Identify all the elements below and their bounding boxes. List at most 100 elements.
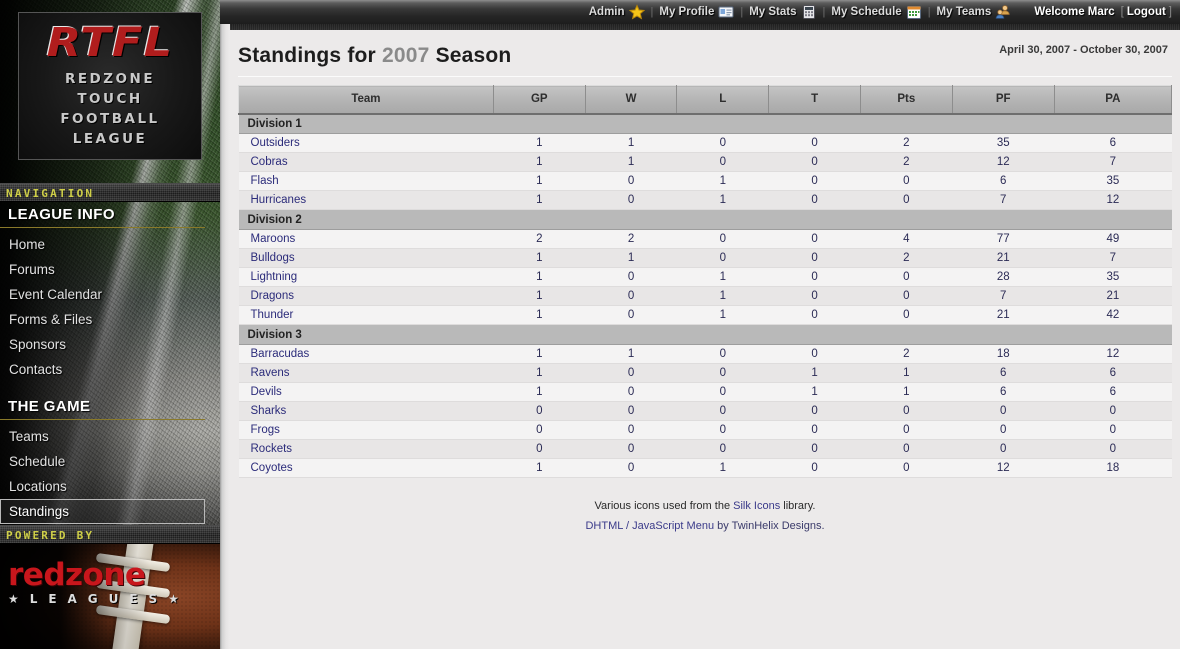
column-header-pts[interactable]: Pts — [859, 85, 953, 115]
team-link[interactable]: Outsiders — [250, 137, 300, 149]
column-header-pa[interactable]: PA — [1053, 85, 1173, 115]
topbar-item-admin[interactable]: Admin — [584, 4, 650, 20]
team-name-cell: Dragons — [238, 286, 494, 306]
team-link[interactable]: Bulldogs — [250, 252, 295, 264]
stat-cell-pa: 49 — [1054, 229, 1172, 249]
stat-cell-gp: 1 — [493, 286, 586, 306]
stat-cell-l: 0 — [676, 420, 769, 440]
topbar-item-my-profile[interactable]: My Profile — [654, 4, 739, 20]
team-link[interactable]: Barracudas — [250, 348, 310, 360]
team-link[interactable]: Dragons — [250, 290, 294, 302]
stat-cell-l: 1 — [676, 286, 769, 306]
team-link[interactable]: Rockets — [250, 443, 293, 455]
team-name-cell: Flash — [238, 171, 494, 191]
sidebar-item-contacts[interactable]: Contacts — [9, 362, 63, 377]
league-logo[interactable]: RTFL REDZONE TOUCH FOOTBALL LEAGUE — [18, 12, 202, 160]
stat-cell-pf: 0 — [952, 439, 1055, 459]
topbar-item-my-schedule[interactable]: My Schedule — [826, 4, 926, 20]
stat-cell-w: 0 — [585, 286, 677, 306]
twinhelix-menu-link[interactable]: DHTML / JavaScript Menu — [585, 520, 715, 532]
stat-cell-pts: 2 — [860, 248, 953, 268]
team-link[interactable]: Sharks — [250, 405, 287, 417]
table-row: Outsiders 1 1 0 0 2 35 6 — [238, 133, 1172, 153]
team-link[interactable]: Cobras — [250, 156, 288, 168]
table-row: Barracudas 1 1 0 0 2 18 12 — [238, 344, 1172, 364]
sidebar: RTFL REDZONE TOUCH FOOTBALL LEAGUE NAVIG… — [0, 0, 220, 649]
column-header-pf[interactable]: PF — [951, 85, 1055, 115]
sidebar-item-standings[interactable]: Standings — [0, 499, 205, 524]
team-name-cell: Coyotes — [238, 458, 494, 478]
welcome-message: Welcome Marc — [1034, 6, 1115, 18]
team-link[interactable]: Hurricanes — [250, 194, 307, 206]
nav-group-title-the-game: THE GAME — [0, 396, 205, 420]
season-date-range: April 30, 2007 - October 30, 2007 — [999, 44, 1168, 56]
stat-cell-w: 1 — [585, 133, 677, 153]
stat-cell-gp: 1 — [493, 363, 586, 383]
team-name-cell: Cobras — [238, 152, 494, 172]
team-link[interactable]: Thunder — [250, 309, 294, 321]
column-header-l[interactable]: L — [676, 85, 770, 115]
powered-by-block[interactable]: redzone ★ L E A G U E S ★ — [0, 544, 220, 649]
stat-cell-pa: 0 — [1054, 401, 1172, 421]
division-name: Division 1 — [238, 113, 1172, 134]
stat-cell-gp: 1 — [493, 171, 586, 191]
topbar-texture-strip — [230, 24, 1180, 30]
column-header-w[interactable]: W — [584, 85, 678, 115]
logo-wordmark: REDZONE TOUCH FOOTBALL LEAGUE — [19, 69, 201, 149]
top-navigation-bar: Admin | My Profile | — [220, 0, 1180, 24]
sidebar-item-forums[interactable]: Forums — [9, 262, 55, 277]
stat-cell-pa: 0 — [1054, 439, 1172, 459]
stat-cell-t: 0 — [768, 344, 861, 364]
table-row: Hurricanes 1 0 1 0 0 7 12 — [238, 190, 1172, 210]
column-header-gp[interactable]: GP — [492, 85, 586, 115]
stat-cell-t: 0 — [768, 439, 861, 459]
topbar-my-stats-label: My Stats — [749, 6, 797, 18]
stat-cell-t: 0 — [768, 458, 861, 478]
stat-cell-pa: 42 — [1054, 305, 1172, 325]
stat-cell-pa: 21 — [1054, 286, 1172, 306]
topbar-item-my-teams[interactable]: My Teams — [932, 4, 1017, 20]
stat-cell-l: 0 — [676, 152, 769, 172]
stat-cell-pts: 0 — [860, 190, 953, 210]
team-link[interactable]: Coyotes — [250, 462, 293, 474]
stat-cell-pa: 12 — [1054, 344, 1172, 364]
team-name-cell: Rockets — [238, 439, 494, 459]
stat-cell-l: 0 — [676, 363, 769, 383]
team-link[interactable]: Ravens — [250, 367, 290, 379]
column-header-t[interactable]: T — [768, 85, 861, 115]
team-name-cell: Outsiders — [238, 133, 494, 153]
stat-cell-pa: 7 — [1054, 152, 1172, 172]
column-header-team[interactable]: Team — [238, 85, 494, 115]
stat-cell-pa: 6 — [1054, 363, 1172, 383]
stat-cell-t: 0 — [768, 401, 861, 421]
sidebar-item-locations[interactable]: Locations — [9, 479, 67, 494]
logout-button[interactable]: Logout — [1126, 6, 1166, 18]
stat-cell-pf: 12 — [952, 458, 1055, 478]
team-link[interactable]: Flash — [250, 175, 279, 187]
page-title: Standings for 2007 Season — [238, 40, 511, 68]
main-content: Standings for 2007 Season April 30, 2007… — [230, 30, 1180, 649]
sidebar-item-schedule[interactable]: Schedule — [9, 454, 66, 469]
stat-cell-pts: 0 — [860, 420, 953, 440]
table-row: Devils 1 0 0 1 1 6 6 — [238, 382, 1172, 402]
stat-cell-t: 0 — [768, 171, 861, 191]
team-link[interactable]: Lightning — [250, 271, 298, 283]
stat-cell-pf: 12 — [952, 152, 1055, 172]
team-link[interactable]: Maroons — [250, 233, 296, 245]
stat-cell-pa: 0 — [1054, 420, 1172, 440]
sidebar-item-sponsors[interactable]: Sponsors — [9, 337, 67, 352]
stat-cell-w: 0 — [585, 363, 677, 383]
table-row: Frogs 0 0 0 0 0 0 0 — [238, 420, 1172, 440]
topbar-my-teams-label: My Teams — [936, 6, 992, 18]
navigation-strip-header: NAVIGATION — [0, 183, 220, 202]
sidebar-item-teams[interactable]: Teams — [9, 429, 49, 444]
topbar-separator: | — [927, 6, 931, 18]
team-link[interactable]: Frogs — [250, 424, 280, 436]
sidebar-item-forms-files[interactable]: Forms & Files — [9, 312, 93, 327]
stat-cell-l: 0 — [676, 229, 769, 249]
sidebar-item-home[interactable]: Home — [9, 237, 46, 252]
sidebar-item-event-calendar[interactable]: Event Calendar — [9, 287, 103, 302]
silk-icons-link[interactable]: Silk Icons — [733, 500, 781, 512]
team-link[interactable]: Devils — [250, 386, 282, 398]
topbar-item-my-stats[interactable]: My Stats — [744, 4, 821, 20]
